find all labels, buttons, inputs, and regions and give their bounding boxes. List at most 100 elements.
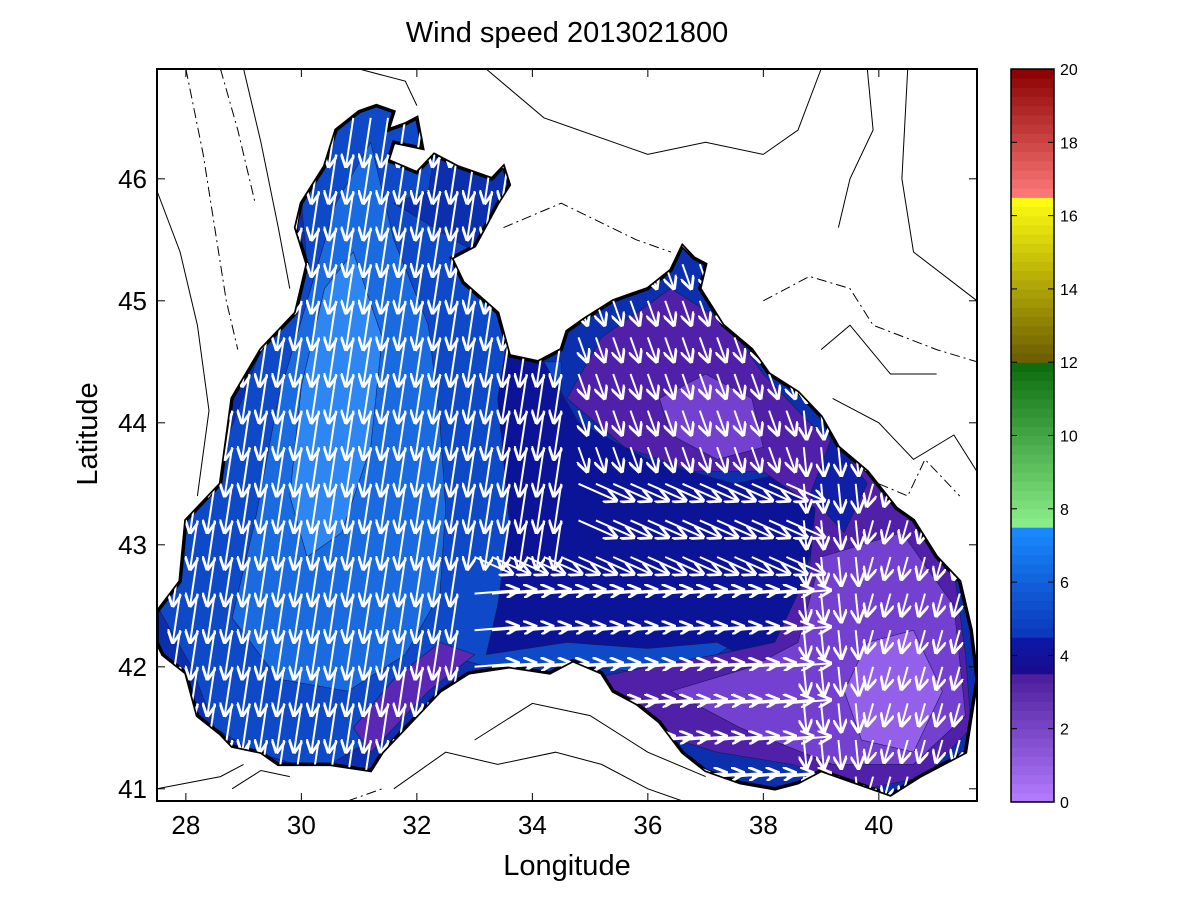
wind-arrow — [804, 666, 807, 696]
wind-arrow — [936, 629, 942, 653]
colorbar-tick-label: 14 — [1060, 282, 1078, 299]
wind-arrow — [631, 446, 640, 472]
wind-arrow — [734, 737, 779, 741]
wind-arrow — [543, 627, 588, 631]
wind-arrow — [578, 556, 617, 574]
colorbar-step — [1011, 178, 1054, 189]
wind-arrow — [631, 373, 640, 399]
wind-arrow — [786, 663, 830, 667]
wind-arrow — [901, 739, 907, 763]
wind-arrow — [647, 590, 692, 594]
wind-arrow — [884, 703, 890, 726]
wind-arrow — [751, 700, 796, 704]
land-contour — [474, 702, 706, 778]
colorbar-step — [1011, 389, 1054, 400]
colorbar-step — [1011, 462, 1054, 473]
colorbar-step — [1011, 224, 1054, 235]
wind-arrow — [700, 300, 709, 326]
x-tick-label: 30 — [287, 810, 316, 840]
wind-arrow — [717, 737, 761, 741]
colorbar-step — [1011, 728, 1054, 739]
colorbar-step — [1011, 142, 1054, 153]
wind-arrow — [665, 300, 674, 326]
wind-arrow — [751, 627, 796, 631]
colorbar-tick-label: 12 — [1060, 355, 1078, 372]
wind-arrow — [631, 337, 640, 362]
wind-arrow — [699, 663, 744, 667]
x-tick-label: 34 — [518, 810, 547, 840]
x-tick-label: 36 — [633, 810, 662, 840]
y-tick-label: 44 — [118, 408, 147, 438]
colorbar-tick-label: 8 — [1060, 502, 1069, 519]
colorbar-step — [1011, 298, 1054, 308]
wind-arrow — [804, 556, 807, 586]
colorbar-tick-label: 18 — [1060, 135, 1078, 152]
wind-arrow — [953, 629, 959, 653]
colorbar-step — [1011, 243, 1054, 253]
wind-arrow — [786, 627, 830, 631]
wind-arrow — [804, 447, 807, 476]
colorbar-step — [1011, 169, 1054, 180]
wind-arrow — [734, 627, 779, 631]
wind-arrow — [665, 627, 709, 631]
wind-arrow — [526, 590, 571, 594]
wind-arrow — [630, 700, 675, 704]
wind-arrow — [752, 446, 761, 472]
wind-arrow — [716, 482, 755, 501]
colorbar-step — [1011, 105, 1054, 116]
wind-arrow — [578, 663, 623, 667]
wind-arrow — [595, 627, 640, 631]
colorbar-step — [1011, 206, 1054, 217]
y-axis: 41 42 43 44 45 46 — [118, 164, 977, 804]
wind-arrow — [867, 666, 873, 690]
wind-arrow — [613, 337, 622, 362]
wind-arrow — [919, 666, 925, 690]
wind-arrow — [683, 410, 692, 436]
wind-arrow — [752, 373, 761, 399]
wind-arrow — [683, 300, 692, 326]
colorbar-step — [1011, 527, 1054, 537]
colorbar-step — [1011, 545, 1054, 556]
wind-arrow — [856, 520, 859, 549]
wind-arrow — [919, 739, 925, 763]
wind-arrow — [699, 482, 738, 501]
wind-arrow — [768, 482, 807, 501]
wind-arrow — [682, 519, 721, 537]
wind-arrow — [700, 373, 709, 399]
colorbar-step — [1011, 233, 1054, 244]
wind-arrow — [682, 627, 727, 631]
land-contour — [358, 69, 418, 106]
wind-arrow — [769, 627, 813, 631]
colorbar-tick-label: 6 — [1060, 575, 1069, 592]
wind-arrow — [769, 737, 813, 741]
colorbar-step — [1011, 655, 1054, 666]
wind-arrow — [838, 556, 841, 586]
wind-arrow — [613, 590, 657, 594]
wind-arrow — [856, 593, 859, 623]
wind-arrow — [768, 556, 807, 574]
wind-arrow — [381, 117, 388, 167]
colorbar-tick-label: 0 — [1060, 795, 1069, 812]
colorbar-step — [1011, 499, 1054, 510]
wind-arrow — [821, 556, 824, 586]
wind-arrow — [595, 519, 634, 537]
wind-arrow — [526, 627, 571, 631]
colorbar: 0 2 4 6 8 10 12 14 16 18 20 — [1010, 62, 1078, 812]
wind-arrow — [804, 703, 807, 732]
colorbar-step — [1011, 646, 1054, 656]
wind-arrow — [717, 373, 726, 399]
land-contour — [878, 458, 961, 497]
wind-arrow — [612, 556, 651, 574]
wind-arrow — [735, 446, 744, 472]
colorbar-step — [1011, 554, 1054, 565]
wind-arrow — [769, 410, 778, 436]
wind-arrow — [735, 373, 744, 399]
y-tick-label: 46 — [118, 164, 147, 194]
wind-arrow — [363, 117, 370, 167]
wind-arrow — [717, 627, 761, 631]
land-contour — [837, 69, 874, 228]
wind-arrow — [821, 703, 824, 732]
colorbar-step — [1011, 563, 1054, 574]
wind-arrow — [751, 519, 790, 537]
